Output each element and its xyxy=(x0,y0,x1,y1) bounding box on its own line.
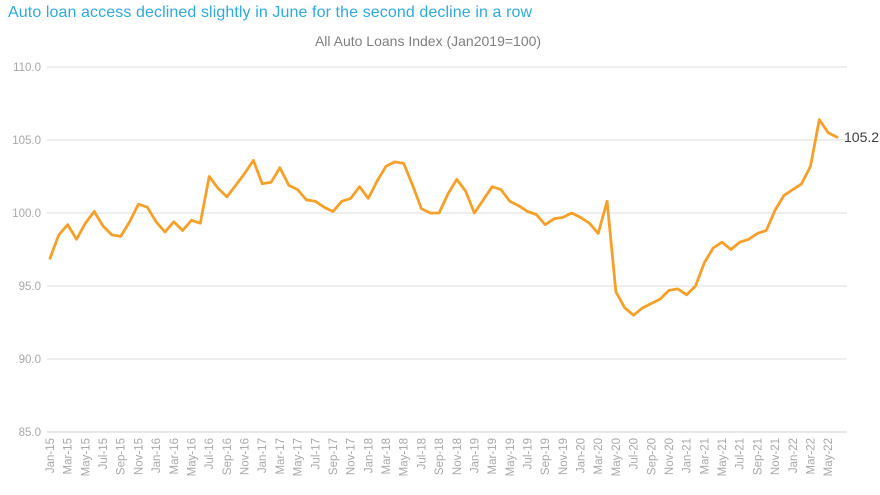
x-tick-label: Mar-21 xyxy=(699,438,711,474)
y-tick-label: 90.0 xyxy=(19,354,41,366)
x-tick-label: May-16 xyxy=(187,438,199,476)
x-tick-label: Nov-20 xyxy=(664,438,676,475)
x-tick-label: Sep-20 xyxy=(646,438,658,475)
x-tick-label: Sep-15 xyxy=(116,438,128,475)
y-tick-label: 110.0 xyxy=(13,62,41,74)
x-tick-label: Jan-19 xyxy=(469,438,481,473)
x-tick-label: May-17 xyxy=(293,438,305,476)
x-tick-label: Jul-16 xyxy=(204,438,216,469)
x-tick-label: Mar-15 xyxy=(63,438,75,474)
x-tick-label: Jul-21 xyxy=(735,438,747,469)
x-tick-label: Jan-22 xyxy=(788,438,800,473)
x-tick-label: Nov-21 xyxy=(770,438,782,475)
x-tick-label: May-18 xyxy=(399,438,411,476)
x-tick-label: May-15 xyxy=(80,438,92,476)
chart-subtitle: All Auto Loans Index (Jan2019=100) xyxy=(314,33,542,49)
x-tick-label: Jan-21 xyxy=(682,438,694,473)
x-tick-label: Nov-15 xyxy=(133,438,145,475)
x-tick-label: Mar-20 xyxy=(593,438,605,474)
y-tick-label: 105.0 xyxy=(12,135,41,147)
x-tick-label: Jan-17 xyxy=(257,438,269,473)
x-tick-label: Mar-19 xyxy=(487,438,499,474)
y-tick-label: 85.0 xyxy=(19,427,41,439)
x-tick-label: Jan-15 xyxy=(45,438,57,473)
x-tick-label: Sep-17 xyxy=(328,438,340,475)
chart-headline: Auto loan access declined slightly in Ju… xyxy=(8,4,533,21)
x-tick-label: Jan-18 xyxy=(363,438,375,473)
x-tick-label: Jul-19 xyxy=(523,438,535,469)
y-tick-label: 100.0 xyxy=(12,208,41,220)
series-line xyxy=(48,118,839,317)
x-tick-label: Mar-22 xyxy=(806,438,818,474)
x-tick-label: Sep-16 xyxy=(222,438,234,475)
x-tick-label: Jan-20 xyxy=(576,438,588,473)
y-tick-label: 95.0 xyxy=(19,281,41,293)
x-tick-label: Nov-17 xyxy=(346,438,358,475)
x-tick-label: Mar-17 xyxy=(275,438,287,474)
x-tick-label: Mar-16 xyxy=(169,438,181,474)
x-tick-label: Mar-18 xyxy=(381,438,393,474)
end-value-label: 105.2 xyxy=(844,129,879,145)
x-tick-label: Jan-16 xyxy=(151,438,163,473)
x-tick-label: May-19 xyxy=(505,438,517,476)
x-tick-label: May-22 xyxy=(823,438,835,476)
x-tick-label: May-21 xyxy=(717,438,729,476)
x-tick-label: Jul-15 xyxy=(98,438,110,469)
x-tick-label: Sep-18 xyxy=(434,438,446,475)
x-tick-label: Nov-16 xyxy=(240,438,252,475)
x-tick-label: Sep-21 xyxy=(752,438,764,475)
x-tick-label: Sep-19 xyxy=(540,438,552,475)
x-tick-label: Jul-20 xyxy=(629,438,641,469)
x-tick-label: Nov-19 xyxy=(558,438,570,475)
x-tick-label: Jul-18 xyxy=(416,438,428,469)
x-tick-label: Nov-18 xyxy=(452,438,464,475)
x-tick-label: May-20 xyxy=(611,438,623,476)
x-tick-label: Jul-17 xyxy=(310,438,322,469)
